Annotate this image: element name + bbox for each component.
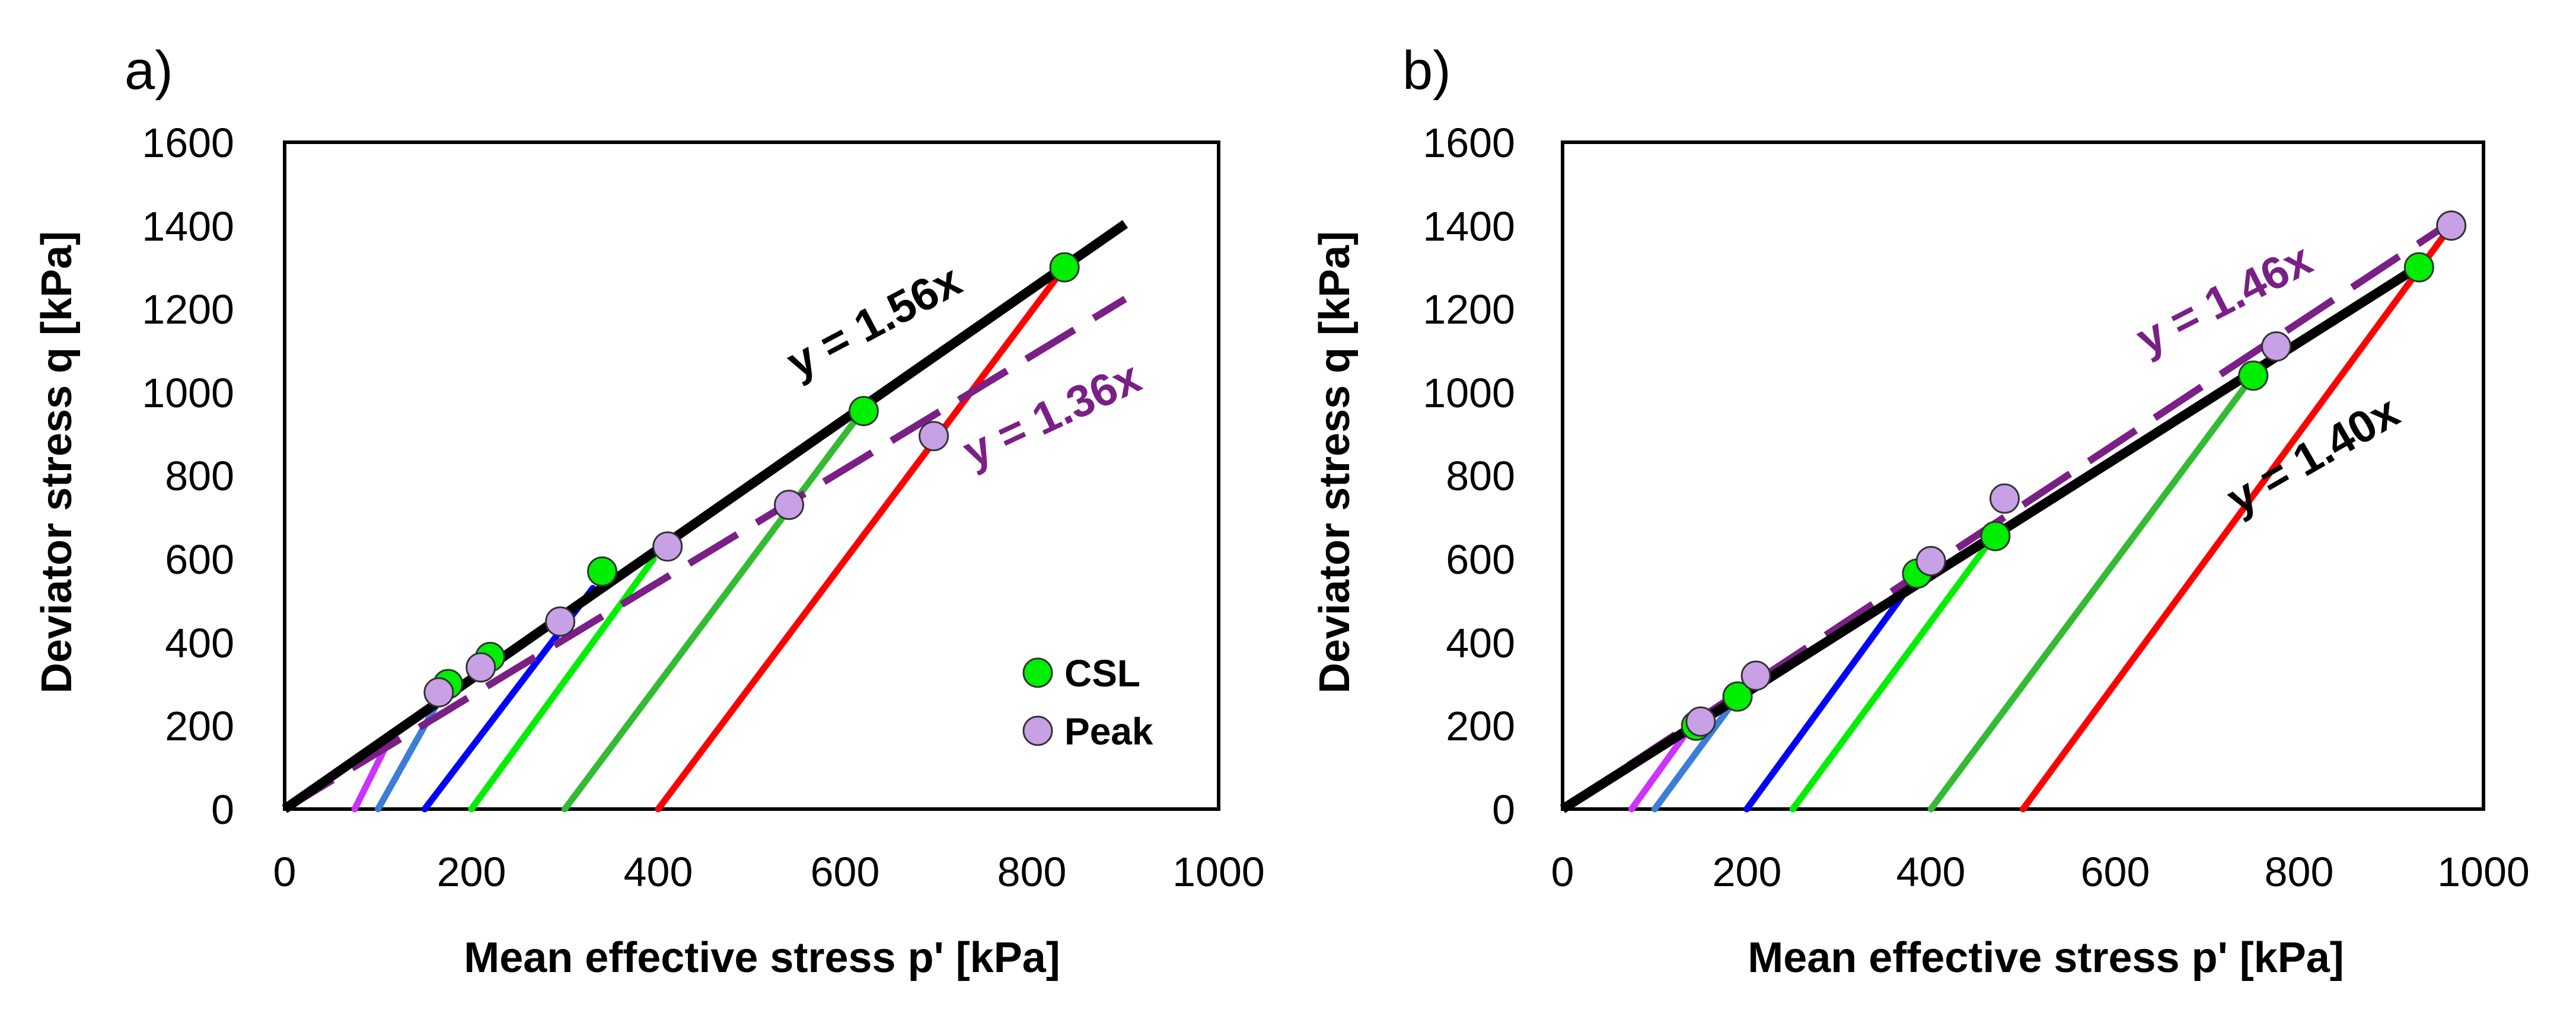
plot-data-b [1560,210,2467,813]
x-tick-label: 400 [624,849,693,895]
y-axis-label-b: Deviator stress q [kPa] [1311,231,1359,693]
fit-label-csl-b: y = 1.40x [2218,386,2408,525]
legend-label-peak: Peak [1064,710,1153,753]
y-tick-label: 200 [165,703,234,749]
peak-point [1685,706,1716,737]
peak-point [919,421,949,452]
x-tick-label: 200 [437,849,506,895]
legend-marker-peak [1022,715,1053,746]
peak-point [2261,331,2292,362]
csl-fit-line [282,220,1128,813]
y-tick-label: 400 [1446,620,1515,666]
chart-panel-a: a) 0 200 400 600 800 1000 1200 1400 1600… [33,40,1265,982]
x-ticks-b: 0 200 400 600 800 1000 [1551,849,2530,895]
stress-path-5 [1927,372,2257,813]
stress-path-2 [1651,693,1741,813]
x-ticks-a: 0 200 400 600 800 1000 [273,849,1265,895]
stress-path-6 [2020,222,2455,813]
y-tick-label: 600 [1446,536,1515,583]
y-tick-label: 1400 [1423,203,1515,250]
plot-data-a [282,220,1128,813]
peak-point [652,531,683,562]
panel-label-a: a) [125,40,173,101]
y-tick-label: 1000 [1423,370,1515,416]
peak-point [466,652,496,683]
stress-path-4 [1789,530,1999,813]
x-axis-label-a: Mean effective stress p' [kPa] [464,934,1060,982]
stress-path-3 [1743,560,1930,813]
panel-label-b: b) [1402,40,1451,101]
csl-point [2403,252,2434,283]
y-ticks-a: 0 200 400 600 800 1000 1200 1400 1600 [142,120,234,833]
y-tick-label: 1200 [142,286,234,333]
x-tick-label: 800 [997,849,1067,895]
csl-point [1722,681,1753,712]
y-tick-label: 800 [1446,453,1515,499]
peak-fit-line [282,296,1127,813]
y-tick-label: 200 [1446,703,1515,749]
x-tick-label: 200 [1713,849,1782,895]
csl-point [2238,360,2269,391]
peak-point [2436,210,2467,241]
y-ticks-b: 0 200 400 600 800 1000 1200 1400 1600 [1423,120,1515,833]
peak-point [1989,483,2020,514]
x-tick-label: 1000 [1172,849,1265,895]
y-tick-label: 800 [165,453,234,499]
csl-point [587,556,617,587]
stress-path-5 [562,405,867,813]
y-tick-label: 400 [165,620,234,666]
legend-label-csl: CSL [1064,652,1140,695]
x-tick-label: 1000 [2437,849,2530,895]
y-tick-label: 1600 [142,120,234,166]
y-tick-label: 0 [1492,787,1515,833]
y-tick-label: 1400 [142,203,234,250]
y-tick-label: 1200 [1423,286,1515,333]
x-tick-label: 400 [1896,849,1966,895]
y-tick-label: 1000 [142,370,234,416]
x-tick-label: 800 [2265,849,2334,895]
peak-point [423,677,454,708]
x-tick-label: 600 [2081,849,2150,895]
fit-label-csl-a: y = 1.56x [779,255,970,388]
y-tick-label: 600 [165,536,234,583]
stress-path-6 [655,264,1068,813]
csl-point [849,396,879,427]
csl-point [1980,520,2011,551]
y-tick-label: 0 [211,787,234,833]
peak-point [545,606,576,637]
x-tick-label: 600 [811,849,880,895]
stress-path-1 [1628,722,1695,813]
y-axis-label-a: Deviator stress q [kPa] [33,231,81,693]
csl-point [1049,252,1080,283]
chart-panel-b: b) 0 200 400 600 800 1000 1200 1400 1600… [1311,40,2530,982]
legend-marker-csl [1022,657,1053,688]
y-tick-label: 1600 [1423,120,1515,166]
peak-point [1740,660,1771,691]
peak-point [1915,546,1946,577]
peak-point [774,490,804,520]
legend: CSL Peak [1022,652,1153,753]
x-axis-label-b: Mean effective stress p' [kPa] [1748,934,2344,982]
x-tick-label: 0 [1551,849,1574,895]
stress-path-4 [468,555,657,813]
plot-frame-a [283,140,1220,811]
x-tick-label: 0 [273,849,297,895]
